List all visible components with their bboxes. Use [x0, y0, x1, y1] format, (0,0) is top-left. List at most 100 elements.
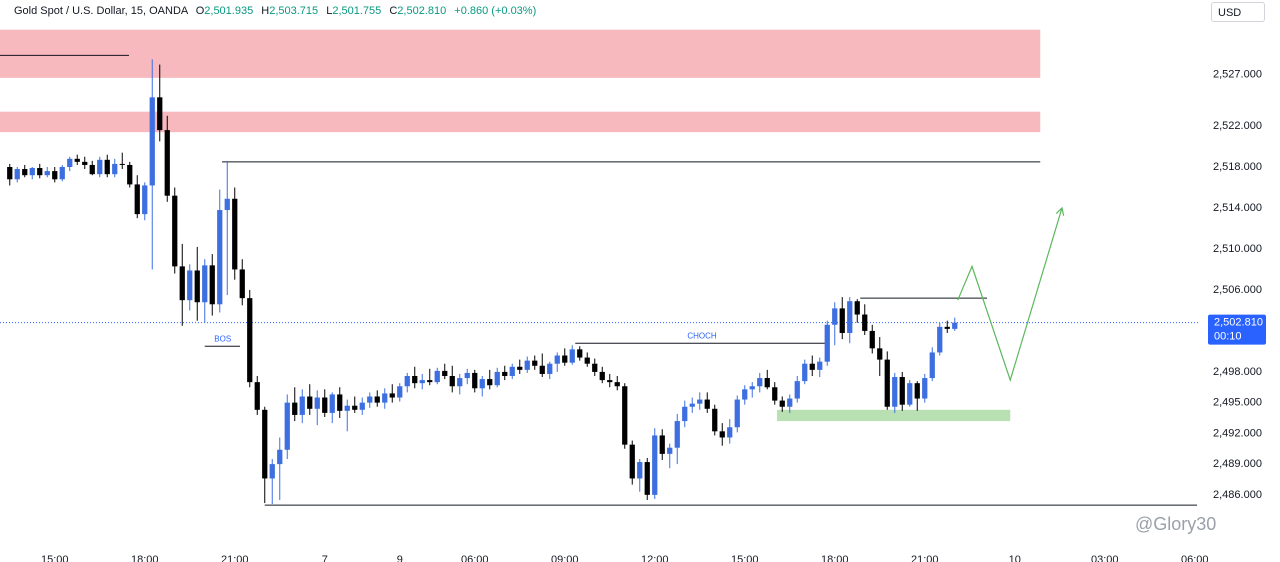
- candle-body: [322, 397, 328, 413]
- candle-body: [37, 168, 43, 176]
- candle-body: [839, 308, 845, 333]
- candle-body: [884, 359, 890, 407]
- candle-body: [232, 198, 238, 270]
- x-tick-label: 06:00: [1181, 554, 1209, 562]
- candle-body: [59, 166, 65, 180]
- candle-body: [134, 184, 140, 215]
- candle-body: [367, 396, 373, 403]
- x-tick-label: 15:00: [41, 554, 69, 562]
- candle-body: [704, 399, 710, 409]
- candle-body: [922, 378, 928, 399]
- candle-body: [22, 169, 28, 176]
- candle-body: [577, 349, 583, 358]
- candle-body: [517, 366, 523, 370]
- candle-body: [494, 371, 500, 386]
- ohlc-value: 2,501.935: [204, 5, 254, 17]
- candle-body: [464, 372, 470, 379]
- candle-body: [389, 393, 395, 398]
- zone: [0, 111, 1041, 133]
- candle-body: [592, 363, 598, 372]
- y-tick-label: 2,495.000: [1213, 397, 1262, 409]
- x-tick-label: 09:00: [551, 554, 579, 562]
- candle-body: [172, 195, 178, 267]
- candle-body: [599, 371, 605, 381]
- price-tag-countdown: 00:10: [1214, 331, 1242, 343]
- x-tick-label: 18:00: [131, 554, 159, 562]
- candle-body: [254, 382, 260, 410]
- ohlc-value: 2,503.715: [269, 5, 319, 17]
- candle-body: [847, 301, 853, 333]
- candle-body: [164, 130, 170, 196]
- candle-body: [817, 361, 823, 370]
- y-tick-label: 2,518.000: [1213, 161, 1262, 173]
- y-tick-label: 2,489.000: [1213, 458, 1262, 470]
- candle-body: [314, 397, 320, 409]
- candle-body: [457, 378, 463, 387]
- candle-body: [719, 431, 725, 438]
- candle-body: [239, 269, 245, 299]
- candle-body: [82, 161, 88, 165]
- candle-body: [89, 164, 95, 175]
- candle-body: [329, 394, 335, 413]
- candle-body: [404, 376, 410, 387]
- projection: [957, 207, 1063, 383]
- legend-header: Gold Spot / U.S. Dollar, 15, OANDA O2,50…: [14, 5, 536, 17]
- y-tick-label: 2,510.000: [1213, 243, 1262, 255]
- candle-body: [764, 378, 770, 388]
- candle-body: [67, 158, 73, 167]
- candle-body: [832, 308, 838, 325]
- candle-body: [104, 159, 110, 175]
- y-tick-label: 2,492.000: [1213, 427, 1262, 439]
- candle-body: [487, 379, 493, 386]
- candle-body: [937, 326, 943, 353]
- x-tick-label: 12:00: [641, 554, 669, 562]
- ohlc-key: C: [389, 5, 398, 17]
- candle-body: [307, 396, 313, 409]
- candle-body: [337, 394, 343, 411]
- candle-body: [509, 366, 515, 377]
- candle-body: [149, 97, 155, 186]
- candle-body: [7, 166, 13, 180]
- y-tick-label: 2,527.000: [1213, 69, 1262, 81]
- candle-body: [472, 372, 478, 389]
- candle-body: [127, 164, 133, 185]
- candle-body: [659, 435, 665, 454]
- candle-body: [269, 464, 275, 479]
- candle-body: [569, 349, 575, 363]
- candle-body: [382, 393, 388, 403]
- candle-body: [284, 402, 290, 450]
- candle-body: [74, 158, 80, 162]
- candle-body: [637, 462, 643, 479]
- price-tag-value: 2,502.810: [1214, 317, 1263, 329]
- candle-body: [194, 270, 200, 303]
- x-tick-label: 03:00: [1091, 554, 1119, 562]
- y-tick-label: 2,522.000: [1213, 120, 1262, 132]
- candle-body: [434, 370, 440, 383]
- currency-button[interactable]: USD: [1211, 2, 1265, 22]
- ohlc-value: 2,501.755: [332, 5, 382, 17]
- candle-body: [794, 381, 800, 399]
- annotation-label: BOS: [214, 334, 231, 343]
- candle-body: [479, 379, 485, 389]
- candle-body: [622, 386, 628, 445]
- candle-body: [802, 363, 808, 382]
- candle-body: [952, 322, 958, 329]
- candle-body: [644, 462, 650, 495]
- candle-body: [262, 409, 268, 479]
- candle-body: [757, 378, 763, 387]
- candle-body: [697, 399, 703, 404]
- candle-body: [877, 348, 883, 360]
- ohlc-key: O: [195, 5, 205, 17]
- candle-body: [352, 405, 358, 410]
- candle-body: [299, 396, 305, 415]
- candle-body: [944, 326, 950, 329]
- x-tick-label: 06:00: [461, 554, 489, 562]
- candle-body: [224, 198, 230, 211]
- candle-body: [449, 376, 455, 387]
- candle-body: [547, 363, 553, 374]
- candle-body: [419, 380, 425, 384]
- candle-body: [862, 314, 868, 331]
- candle-body: [809, 363, 815, 370]
- candle-body: [682, 406, 688, 422]
